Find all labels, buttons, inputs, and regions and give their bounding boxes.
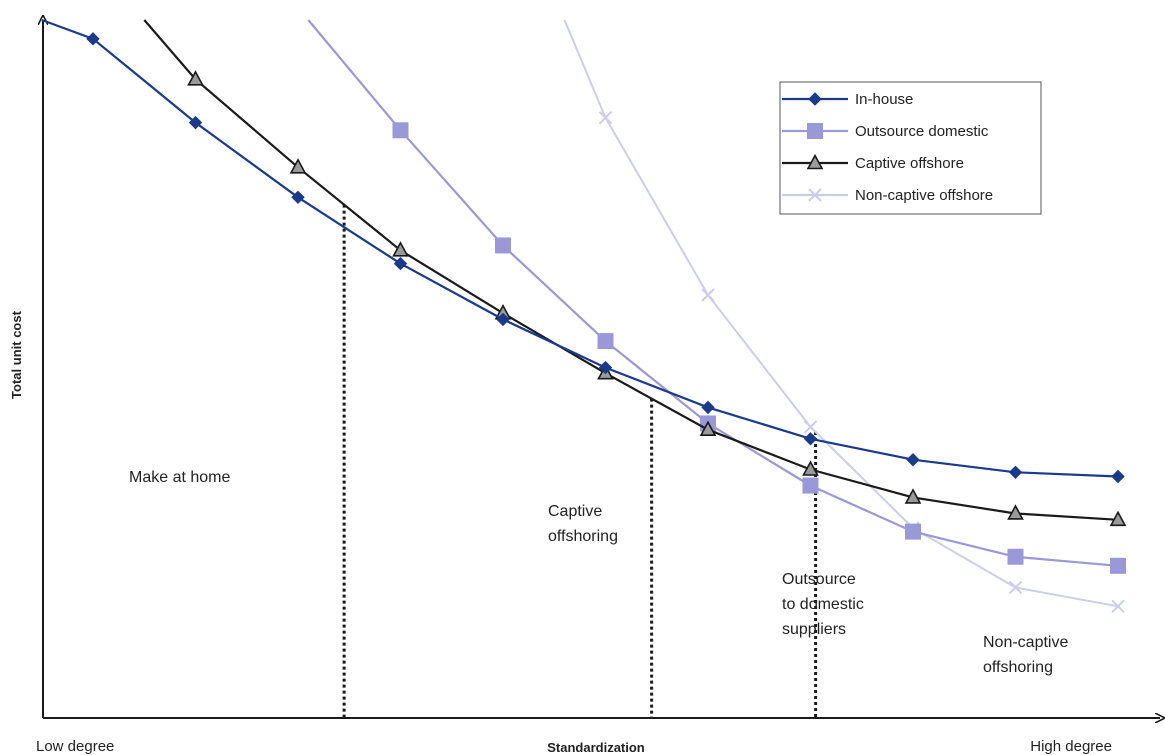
point-non-captive-offshore-4 <box>803 420 818 434</box>
point-in-house-6 <box>496 312 510 327</box>
point-non-captive-offshore-3 <box>701 288 715 302</box>
point-outsource-domestic-7 <box>905 523 921 540</box>
point-in-house-10 <box>906 453 920 467</box>
point-outsource-domestic-9 <box>1110 557 1126 574</box>
series-layer <box>41 18 1127 614</box>
point-non-captive-offshore-6 <box>1008 580 1023 595</box>
legend-label: Outsource domestic <box>855 123 989 140</box>
point-captive-offshore-11 <box>1109 510 1127 527</box>
point-captive-offshore-4 <box>392 241 409 257</box>
point-in-house-7 <box>598 360 613 375</box>
point-captive-offshore-10 <box>1007 504 1024 520</box>
region-label-outsource-line3: suppliers <box>782 621 846 638</box>
point-in-house-9 <box>803 432 818 446</box>
point-in-house-4 <box>291 190 305 204</box>
y-axis-title: Total unit cost <box>9 310 24 399</box>
region-label-non-captive-line2: offshoring <box>983 659 1053 676</box>
point-outsource-domestic-4 <box>597 333 614 350</box>
point-captive-offshore-8 <box>802 460 819 476</box>
point-captive-offshore-9 <box>904 488 922 504</box>
point-outsource-domestic-8 <box>1007 548 1024 565</box>
legend-box <box>779 81 1042 215</box>
point-in-house-11 <box>1008 465 1023 480</box>
legend-marker-diamond <box>808 92 822 106</box>
legend-marker-x <box>808 188 822 202</box>
legend-item-captive-offshore: Captive offshore <box>782 153 964 172</box>
point-in-house-12 <box>1111 469 1125 484</box>
axes <box>43 20 1160 718</box>
x-high-label: High degree <box>1030 738 1112 755</box>
point-captive-offshore-7 <box>699 420 717 437</box>
legend-label: Non-captive offshore <box>855 187 993 204</box>
point-non-captive-offshore-2 <box>598 111 613 125</box>
region-label-outsource-line2: to domestic <box>782 596 864 613</box>
x-low-label: Low degree <box>36 738 114 755</box>
point-in-house-5 <box>393 256 408 271</box>
point-in-house-3 <box>188 115 203 130</box>
legend-item-outsource-domestic: Outsource domestic <box>782 123 989 140</box>
point-outsource-domestic-6 <box>802 477 819 494</box>
region-label-outsource-line1: Outsource <box>782 571 856 588</box>
point-non-captive-offshore-7 <box>1111 599 1125 614</box>
legend-marker-triangle <box>806 153 824 170</box>
x-axis-title: Standardization <box>547 740 645 755</box>
point-in-house-2 <box>86 32 100 46</box>
point-captive-offshore-2 <box>187 70 204 86</box>
legend-label: In-house <box>855 91 913 108</box>
legend: In-house Outsource domestic Captive offsho… <box>779 81 1042 215</box>
legend-marker-square <box>807 123 823 139</box>
legend-item-in-house: In-house <box>782 91 913 108</box>
region-dividers <box>342 204 818 718</box>
legend-item-non-captive-offshore: Non-captive offshore <box>782 187 993 204</box>
axis-labels: Low degree Standardization High degree T… <box>9 310 1112 755</box>
point-outsource-domestic-2 <box>392 122 409 139</box>
series-line-in-house <box>41 18 1119 478</box>
series-in-house <box>41 18 1125 484</box>
region-label-make-at-home: Make at home <box>129 469 230 486</box>
point-outsource-domestic-3 <box>495 237 511 254</box>
point-captive-offshore-3 <box>289 158 307 174</box>
point-in-house-8 <box>701 400 715 415</box>
region-label-non-captive-line1: Non-captive <box>983 634 1068 651</box>
region-labels: Make at home Captive offshoring Outsourc… <box>129 469 1068 676</box>
region-label-captive-offshoring-line1: Captive <box>548 503 602 520</box>
legend-label: Captive offshore <box>855 155 964 172</box>
region-label-captive-offshoring-line2: offshoring <box>548 528 618 545</box>
